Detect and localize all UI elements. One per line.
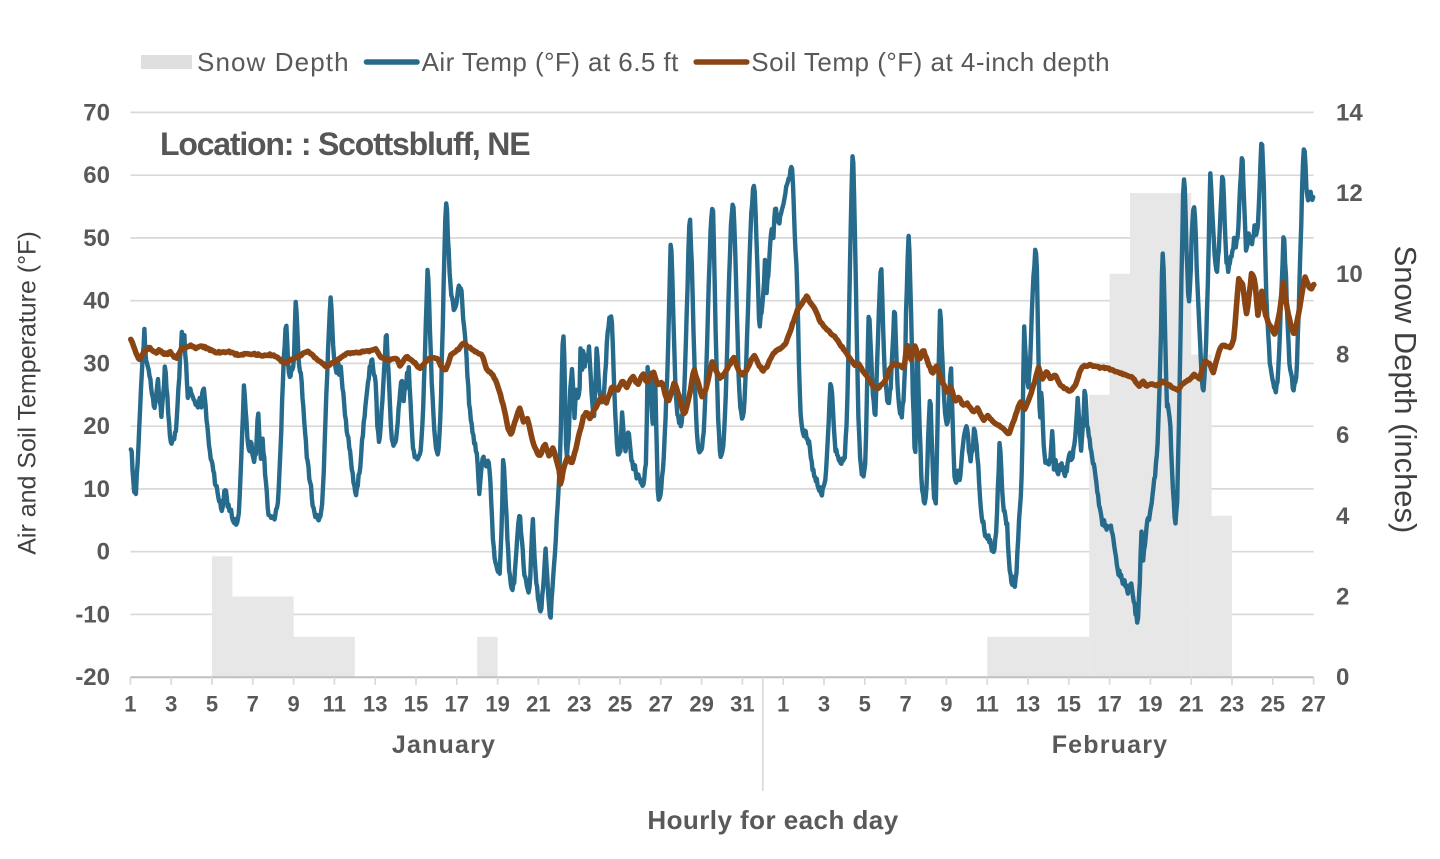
svg-text:0: 0 (97, 539, 110, 566)
svg-text:3: 3 (165, 692, 177, 717)
svg-text:Snow Depth (inches): Snow Depth (inches) (1388, 246, 1423, 534)
svg-text:4: 4 (1336, 503, 1350, 530)
svg-text:Hourly for each day: Hourly for each day (647, 805, 898, 835)
svg-text:40: 40 (83, 288, 110, 315)
svg-text:1: 1 (777, 692, 789, 717)
svg-text:11: 11 (323, 692, 346, 717)
svg-text:11: 11 (976, 692, 999, 717)
svg-text:21: 21 (1179, 692, 1203, 717)
svg-text:-10: -10 (75, 601, 110, 628)
svg-text:13: 13 (363, 692, 387, 717)
svg-text:Snow Depth: Snow Depth (197, 47, 350, 77)
svg-text:1: 1 (124, 692, 136, 717)
svg-text:5: 5 (206, 692, 218, 717)
svg-text:50: 50 (83, 225, 110, 252)
svg-text:23: 23 (1220, 692, 1244, 717)
svg-text:-20: -20 (75, 664, 110, 691)
svg-text:13: 13 (1016, 692, 1040, 717)
svg-text:17: 17 (1097, 692, 1121, 717)
svg-text:23: 23 (567, 692, 591, 717)
svg-text:14: 14 (1336, 99, 1363, 126)
svg-text:2: 2 (1336, 584, 1349, 611)
svg-text:5: 5 (859, 692, 871, 717)
svg-text:31: 31 (730, 692, 754, 717)
svg-text:8: 8 (1336, 342, 1349, 369)
svg-text:Air Temp (°F) at 6.5 ft: Air Temp (°F) at 6.5 ft (422, 47, 680, 77)
svg-text:27: 27 (649, 692, 673, 717)
svg-text:25: 25 (1261, 692, 1285, 717)
svg-text:9: 9 (940, 692, 952, 717)
svg-text:15: 15 (404, 692, 428, 717)
svg-text:Air and Soil Temperature (°F): Air and Soil Temperature (°F) (14, 231, 42, 555)
svg-text:29: 29 (689, 692, 713, 717)
svg-text:21: 21 (526, 692, 550, 717)
svg-text:60: 60 (83, 162, 110, 189)
svg-text:9: 9 (287, 692, 299, 717)
svg-text:27: 27 (1301, 692, 1325, 717)
svg-text:19: 19 (485, 692, 509, 717)
svg-text:25: 25 (608, 692, 632, 717)
svg-text:February: February (1052, 731, 1169, 759)
svg-text:15: 15 (1057, 692, 1081, 717)
svg-text:30: 30 (83, 350, 110, 377)
svg-text:Soil Temp (°F) at 4-inch depth: Soil Temp (°F) at 4-inch depth (751, 47, 1110, 77)
svg-text:10: 10 (1336, 261, 1363, 288)
svg-text:6: 6 (1336, 422, 1349, 449)
svg-text:70: 70 (83, 99, 110, 126)
svg-text:Location: : Scottsbluff, NE: Location: : Scottsbluff, NE (160, 126, 530, 162)
svg-text:10: 10 (83, 476, 110, 503)
svg-text:7: 7 (247, 692, 259, 717)
svg-text:3: 3 (818, 692, 830, 717)
svg-text:0: 0 (1336, 664, 1349, 691)
svg-text:12: 12 (1336, 180, 1363, 207)
svg-text:January: January (392, 731, 496, 759)
svg-text:19: 19 (1138, 692, 1162, 717)
svg-text:7: 7 (899, 692, 911, 717)
svg-text:17: 17 (445, 692, 469, 717)
svg-text:20: 20 (83, 413, 110, 440)
